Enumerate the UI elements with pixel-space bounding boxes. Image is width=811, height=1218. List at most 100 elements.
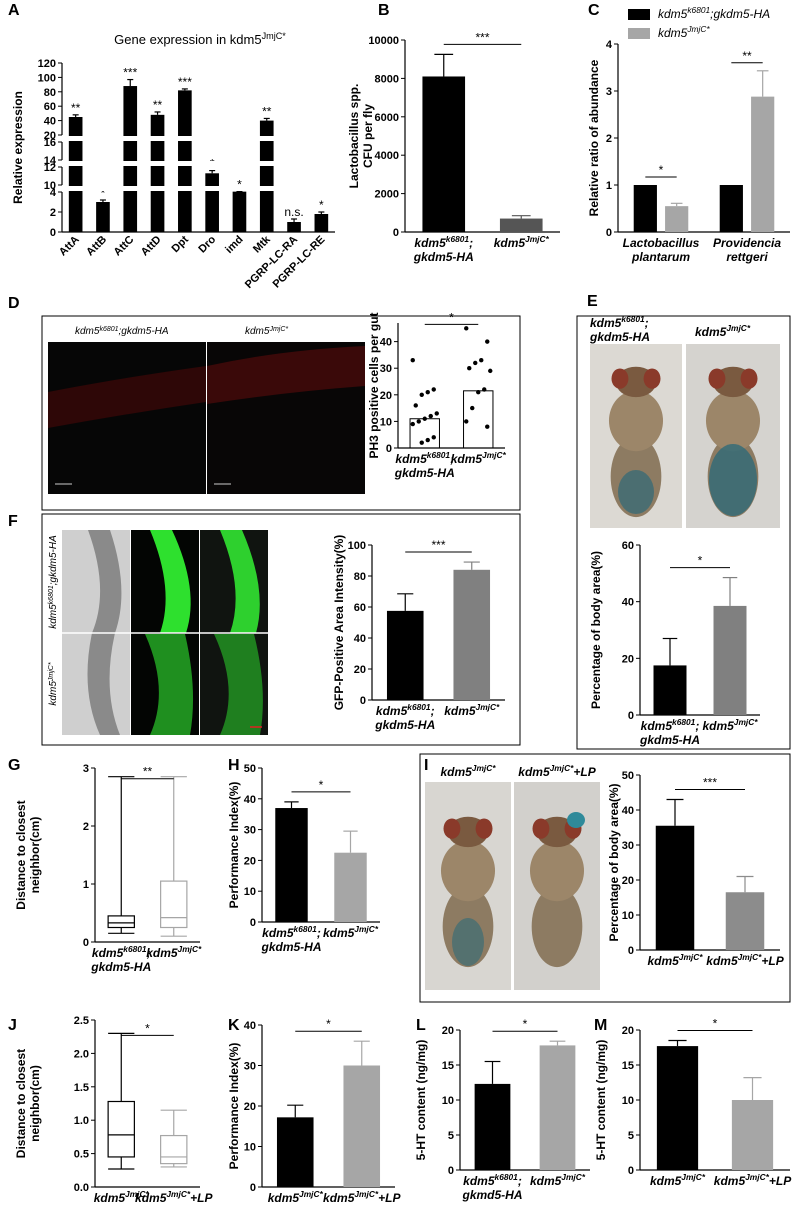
gut-micrographs xyxy=(48,342,365,494)
text-span: * xyxy=(713,1017,718,1031)
text-span: 30 xyxy=(244,1061,256,1073)
significance-label: * xyxy=(713,1017,718,1031)
text-span: k6801 xyxy=(48,585,55,604)
y-tick-label: 6000 xyxy=(375,112,399,124)
text-span: 80 xyxy=(354,571,366,583)
text-span: kdm5 xyxy=(48,681,59,706)
text-span: 5-HT content (ng/mg) xyxy=(594,1040,608,1161)
graphic xyxy=(576,315,791,750)
significance-label: ** xyxy=(143,765,153,779)
text-span: * xyxy=(101,186,106,200)
text-span: ** xyxy=(742,49,752,63)
text-span: 0 xyxy=(50,227,56,239)
text-span: F xyxy=(8,513,18,530)
text-span: kdm5JmjC* xyxy=(650,1172,706,1188)
text-span: AttB xyxy=(84,234,109,259)
text-span: C xyxy=(588,2,600,19)
text-span: CFU per fly xyxy=(361,104,375,168)
bar xyxy=(343,1065,381,1187)
text-span: * xyxy=(449,310,454,324)
text-span: A xyxy=(8,2,20,19)
text-span: 40 xyxy=(244,1020,256,1032)
text-span: neighbor(cm) xyxy=(28,817,42,894)
text-span: JmjC* xyxy=(561,1172,585,1182)
data-point xyxy=(434,411,439,416)
text-span: 1.5 xyxy=(74,1082,89,1094)
bar xyxy=(386,610,424,700)
text-span: 14 xyxy=(44,155,57,167)
bar xyxy=(205,173,219,232)
text-span: GFP-Positive Area Intensity(%) xyxy=(332,535,346,711)
bar xyxy=(719,185,743,232)
text-span: kdm5k6801;gkdm5-HA xyxy=(48,535,60,629)
y-tick-label: 40 xyxy=(622,597,634,609)
text-span: gkdm5-HA xyxy=(374,718,435,732)
text-span: F xyxy=(8,513,18,530)
text-span: *** xyxy=(123,66,137,80)
text-span: 40 xyxy=(244,794,256,806)
text-span: kdm5 xyxy=(641,719,673,733)
x-tick-label: kdm5k6801; gkdm5-HA xyxy=(413,234,474,264)
y-tick-label: 2.0 xyxy=(74,1048,89,1060)
text-span: 20 xyxy=(622,653,634,665)
text-span: 1.0 xyxy=(74,1115,89,1127)
text-span: gkdm5-HA xyxy=(413,250,474,264)
text-span: 40 xyxy=(244,1020,256,1032)
text-span: Dro xyxy=(196,233,218,255)
text-span: JmjC* xyxy=(734,717,758,727)
data-point xyxy=(482,387,487,392)
text-span: J xyxy=(8,1017,17,1034)
text-span: 10 xyxy=(442,1095,454,1107)
y-axis-label: Distance to closestneighbor(cm) xyxy=(14,800,42,909)
y-tick-label: 12 xyxy=(44,162,56,174)
text-span: M xyxy=(594,1017,607,1034)
text-span: kdm5JmjC*+LP xyxy=(706,952,784,968)
text-span: *** xyxy=(703,776,717,790)
text-span: *** xyxy=(123,66,137,80)
y-tick-label: 10 xyxy=(622,1095,634,1107)
text-span: kdm5k6801; xyxy=(376,702,435,718)
text-span: ; xyxy=(695,719,699,733)
significance-label: * xyxy=(698,554,703,568)
chart-title: Gene expression in kdm5JmjC* xyxy=(114,31,286,47)
data-point xyxy=(431,435,436,440)
y-tick-label: 5 xyxy=(628,1130,634,1142)
text-span: 30 xyxy=(380,363,392,375)
y-tick-label: 15 xyxy=(442,1060,454,1072)
text-span: 0 xyxy=(360,695,366,707)
text-span: 10 xyxy=(244,886,256,898)
text-span: Distance to closest xyxy=(14,1049,28,1158)
text-span: kdm5 xyxy=(706,954,738,968)
text-span: +LP xyxy=(190,1191,213,1205)
x-tick-label: kdm5k6801; gkdm5-HA xyxy=(394,450,455,480)
bar xyxy=(474,1083,511,1170)
y-axis-label: PH3 positive cells per gut xyxy=(367,312,381,458)
text-span: 2.0 xyxy=(74,1048,89,1060)
text-span: Dpt xyxy=(170,233,192,255)
text-span: kdm5 xyxy=(714,1174,746,1188)
text-span: 30 xyxy=(380,363,392,375)
y-tick-label: 2 xyxy=(606,133,612,145)
text-span: kdm5 xyxy=(695,325,727,339)
text-span: ** xyxy=(143,765,153,779)
text-span: AttB xyxy=(84,234,109,259)
text-span: * xyxy=(319,198,324,212)
text-span: * xyxy=(698,554,703,568)
y-tick-label: 20 xyxy=(380,390,392,402)
y-tick-label: 20 xyxy=(622,875,634,887)
y-tick-label: 0 xyxy=(386,443,392,455)
text-span: 20 xyxy=(244,855,256,867)
text-span: kdm5JmjC* xyxy=(658,24,710,40)
text-span: kdm5JmjC* xyxy=(245,326,288,338)
text-span: 30 xyxy=(622,840,634,852)
graphic xyxy=(145,634,194,735)
text-span: 6000 xyxy=(375,112,399,124)
text-span: 120 xyxy=(38,58,56,70)
box xyxy=(107,1100,135,1158)
graphic xyxy=(709,444,757,516)
text-span: A xyxy=(8,2,20,19)
axis-break xyxy=(56,186,335,191)
text-span: kdm5 xyxy=(323,1191,355,1205)
y-tick-label: 40 xyxy=(244,794,256,806)
text-span: Gene expression in kdm5JmjC* xyxy=(114,31,286,47)
